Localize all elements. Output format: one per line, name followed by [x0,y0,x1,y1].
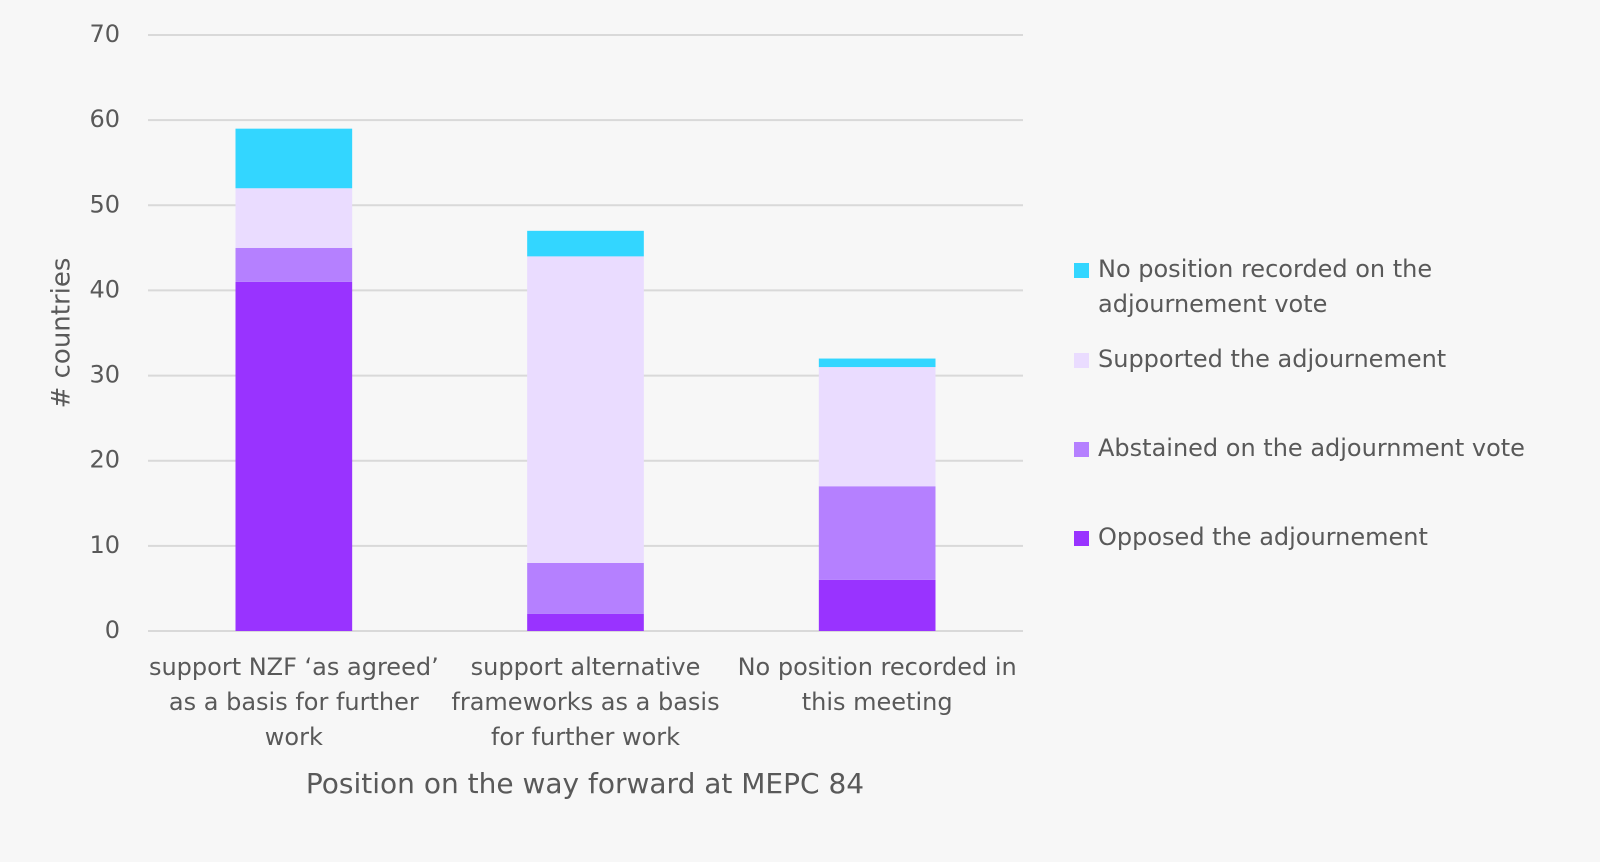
bar-segment [527,562,644,614]
legend-item: Supported the adjournement [1074,342,1544,377]
legend-item: No position recorded on the adjournement… [1074,252,1544,322]
bar-segment [818,367,936,487]
y-tick-label: 50 [89,190,120,218]
y-tick-label: 20 [89,446,120,474]
y-tick-label: 70 [89,20,120,48]
bar-segment [818,579,936,631]
y-tick-label: 60 [89,105,120,133]
y-tick-label: 40 [89,275,120,303]
bar-segment [527,256,644,563]
legend-label: Supported the adjournement [1098,345,1447,373]
x-axis-label: Position on the way forward at MEPC 84 [306,767,864,800]
bar-segment [818,486,936,580]
bar-segment [527,230,644,257]
x-tick-label: support alternative frameworks as a basi… [451,653,720,751]
legend-swatch [1074,263,1089,278]
x-tick-label: support NZF ‘as agreed’ as a basis for f… [148,653,439,751]
bar-segment [527,613,644,631]
y-tick-label: 30 [89,361,120,389]
legend-label: Abstained on the adjournment vote [1098,434,1525,462]
legend-swatch [1074,442,1089,457]
legend-swatch [1074,353,1089,368]
bar-segment [235,128,353,189]
bar-segment [235,188,353,248]
y-tick-label: 0 [105,616,120,644]
bar-segment [818,358,936,368]
legend-label: Opposed the adjournement [1098,523,1428,551]
legend-swatch [1074,531,1089,546]
y-axis-label: # countries [47,258,77,409]
bar-segment [235,247,353,282]
x-tick-label: No position recorded in this meeting [737,653,1017,716]
y-tick-label: 10 [89,531,120,559]
legend-label: No position recorded on the adjournement… [1098,255,1433,318]
legend-item: Abstained on the adjournment vote [1074,431,1544,466]
bar-segment [235,281,353,631]
legend-item: Opposed the adjournement [1074,520,1544,555]
